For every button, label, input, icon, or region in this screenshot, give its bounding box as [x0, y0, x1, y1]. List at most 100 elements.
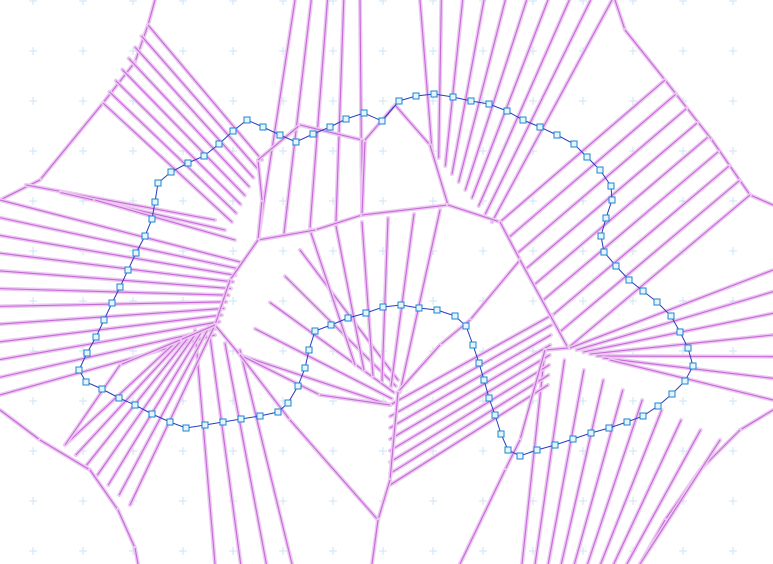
- square-node-icon[interactable]: [116, 283, 124, 291]
- square-node-icon[interactable]: [602, 214, 610, 222]
- square-node-icon[interactable]: [182, 424, 190, 432]
- square-node-icon[interactable]: [243, 116, 251, 124]
- square-node-icon[interactable]: [519, 116, 527, 124]
- square-node-icon[interactable]: [327, 321, 335, 329]
- square-node-icon[interactable]: [480, 376, 488, 384]
- bezier-path[interactable]: [78, 93, 694, 457]
- square-node-icon[interactable]: [491, 411, 499, 419]
- square-node-icon[interactable]: [612, 262, 620, 270]
- square-node-icon[interactable]: [305, 346, 313, 354]
- square-node-icon[interactable]: [668, 390, 676, 398]
- square-node-icon[interactable]: [326, 123, 334, 131]
- square-node-icon[interactable]: [654, 402, 662, 410]
- square-node-icon[interactable]: [309, 130, 317, 138]
- square-node-icon[interactable]: [462, 322, 470, 330]
- square-node-icon[interactable]: [83, 349, 91, 357]
- square-node-icon[interactable]: [342, 115, 350, 123]
- square-node-icon[interactable]: [200, 152, 208, 160]
- square-node-icon[interactable]: [395, 97, 403, 105]
- square-node-icon[interactable]: [551, 441, 559, 449]
- square-node-icon[interactable]: [681, 377, 689, 385]
- square-node-icon[interactable]: [684, 344, 692, 352]
- square-node-icon[interactable]: [504, 446, 512, 454]
- square-node-icon[interactable]: [503, 107, 511, 115]
- square-node-icon[interactable]: [184, 159, 192, 167]
- square-node-icon[interactable]: [607, 182, 615, 190]
- square-node-icon[interactable]: [154, 179, 162, 187]
- square-node-icon[interactable]: [516, 452, 524, 460]
- square-node-icon[interactable]: [597, 232, 605, 240]
- square-node-icon[interactable]: [131, 401, 139, 409]
- square-node-icon[interactable]: [151, 198, 159, 206]
- square-node-icon[interactable]: [284, 399, 292, 407]
- square-node-icon[interactable]: [475, 359, 483, 367]
- square-node-icon[interactable]: [587, 429, 595, 437]
- square-node-icon[interactable]: [497, 430, 505, 438]
- square-node-icon[interactable]: [219, 418, 227, 426]
- square-node-icon[interactable]: [166, 418, 174, 426]
- plus-icon: [29, 147, 37, 155]
- square-node-icon[interactable]: [449, 93, 457, 101]
- square-node-icon[interactable]: [276, 131, 284, 139]
- square-node-icon[interactable]: [256, 412, 264, 420]
- square-node-icon[interactable]: [596, 166, 604, 174]
- square-node-icon[interactable]: [294, 382, 302, 390]
- square-node-icon[interactable]: [536, 123, 544, 131]
- square-node-icon[interactable]: [344, 314, 352, 322]
- square-node-icon[interactable]: [676, 328, 684, 336]
- square-node-icon[interactable]: [100, 316, 108, 324]
- square-node-icon[interactable]: [570, 140, 578, 148]
- square-node-icon[interactable]: [639, 412, 647, 420]
- square-node-icon[interactable]: [229, 127, 237, 135]
- square-node-icon[interactable]: [75, 366, 83, 374]
- square-node-icon[interactable]: [92, 333, 100, 341]
- square-node-icon[interactable]: [583, 153, 591, 161]
- square-node-icon[interactable]: [108, 299, 116, 307]
- square-node-icon[interactable]: [485, 100, 493, 108]
- square-node-icon[interactable]: [98, 385, 106, 393]
- square-node-icon[interactable]: [148, 410, 156, 418]
- square-node-icon[interactable]: [625, 276, 633, 284]
- square-node-icon[interactable]: [415, 304, 423, 312]
- square-node-icon[interactable]: [379, 303, 387, 311]
- square-node-icon[interactable]: [569, 435, 577, 443]
- square-node-icon[interactable]: [469, 341, 477, 349]
- square-node-icon[interactable]: [167, 168, 175, 176]
- square-node-icon[interactable]: [362, 309, 370, 317]
- square-node-icon[interactable]: [141, 232, 149, 240]
- square-node-icon[interactable]: [653, 298, 661, 306]
- square-node-icon[interactable]: [485, 394, 493, 402]
- square-node-icon[interactable]: [311, 327, 319, 335]
- square-node-icon[interactable]: [378, 117, 386, 125]
- square-node-icon[interactable]: [397, 301, 405, 309]
- square-node-icon[interactable]: [360, 109, 368, 117]
- square-node-icon[interactable]: [667, 312, 675, 320]
- square-node-icon[interactable]: [301, 364, 309, 372]
- square-node-icon[interactable]: [82, 378, 90, 386]
- square-node-icon[interactable]: [201, 421, 209, 429]
- square-node-icon[interactable]: [292, 138, 300, 146]
- square-node-icon[interactable]: [124, 266, 132, 274]
- square-node-icon[interactable]: [259, 123, 267, 131]
- square-node-icon[interactable]: [608, 196, 616, 204]
- square-node-icon[interactable]: [430, 90, 438, 98]
- square-node-icon[interactable]: [237, 415, 245, 423]
- square-node-icon[interactable]: [115, 394, 123, 402]
- square-node-icon[interactable]: [412, 92, 420, 100]
- square-node-icon[interactable]: [605, 424, 613, 432]
- square-node-icon[interactable]: [467, 97, 475, 105]
- square-node-icon[interactable]: [132, 249, 140, 257]
- square-node-icon[interactable]: [451, 312, 459, 320]
- square-node-icon[interactable]: [639, 287, 647, 295]
- square-node-icon[interactable]: [623, 418, 631, 426]
- square-node-icon[interactable]: [215, 140, 223, 148]
- square-node-icon[interactable]: [689, 362, 697, 370]
- square-node-icon[interactable]: [148, 215, 156, 223]
- square-node-icon[interactable]: [274, 408, 282, 416]
- square-node-icon[interactable]: [533, 446, 541, 454]
- square-node-icon[interactable]: [433, 306, 441, 314]
- square-node-icon[interactable]: [553, 131, 561, 139]
- square-node-icon[interactable]: [600, 248, 608, 256]
